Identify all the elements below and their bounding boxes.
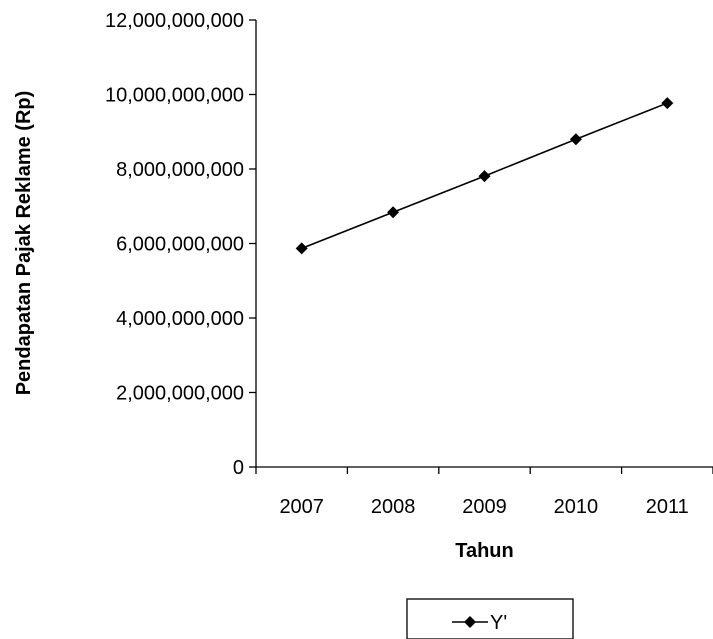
x-tick-label: 2010 <box>554 496 599 518</box>
data-point-diamond <box>295 242 308 255</box>
data-point-diamond <box>478 170 491 183</box>
x-tick-label: 2009 <box>462 496 507 518</box>
x-tick-label: 2007 <box>279 496 324 518</box>
x-axis-title: Tahun <box>455 540 514 562</box>
y-tick-label: 10,000,000,000 <box>105 85 244 107</box>
y-tick-label: 12,000,000,000 <box>105 10 244 32</box>
data-point-diamond <box>387 206 400 219</box>
data-point-diamond <box>661 97 674 110</box>
y-tick-label: 0 <box>233 457 244 479</box>
x-tick-label: 2008 <box>371 496 416 518</box>
x-axis-ticks: 2007 2008 2009 2010 2011 <box>255 467 713 518</box>
y-tick-label: 4,000,000,000 <box>116 308 244 330</box>
y-tick-label: 6,000,000,000 <box>116 234 244 256</box>
legend-diamond-icon <box>464 616 476 628</box>
legend: Y' <box>406 598 574 639</box>
series-layer <box>295 97 674 255</box>
legend-entry-label: Y' <box>490 612 507 634</box>
y-axis-title: Pendapatan Pajak Reklame (Rp) <box>13 91 35 396</box>
x-tick-label: 2011 <box>646 496 689 518</box>
data-point-diamond <box>569 133 582 146</box>
legend-box <box>406 598 574 639</box>
y-tick-label: 2,000,000,000 <box>116 383 244 405</box>
y-axis-ticks: 0 2,000,000,000 4,000,000,000 6,000,000,000… <box>105 10 256 479</box>
y-tick-label: 8,000,000,000 <box>116 159 244 181</box>
